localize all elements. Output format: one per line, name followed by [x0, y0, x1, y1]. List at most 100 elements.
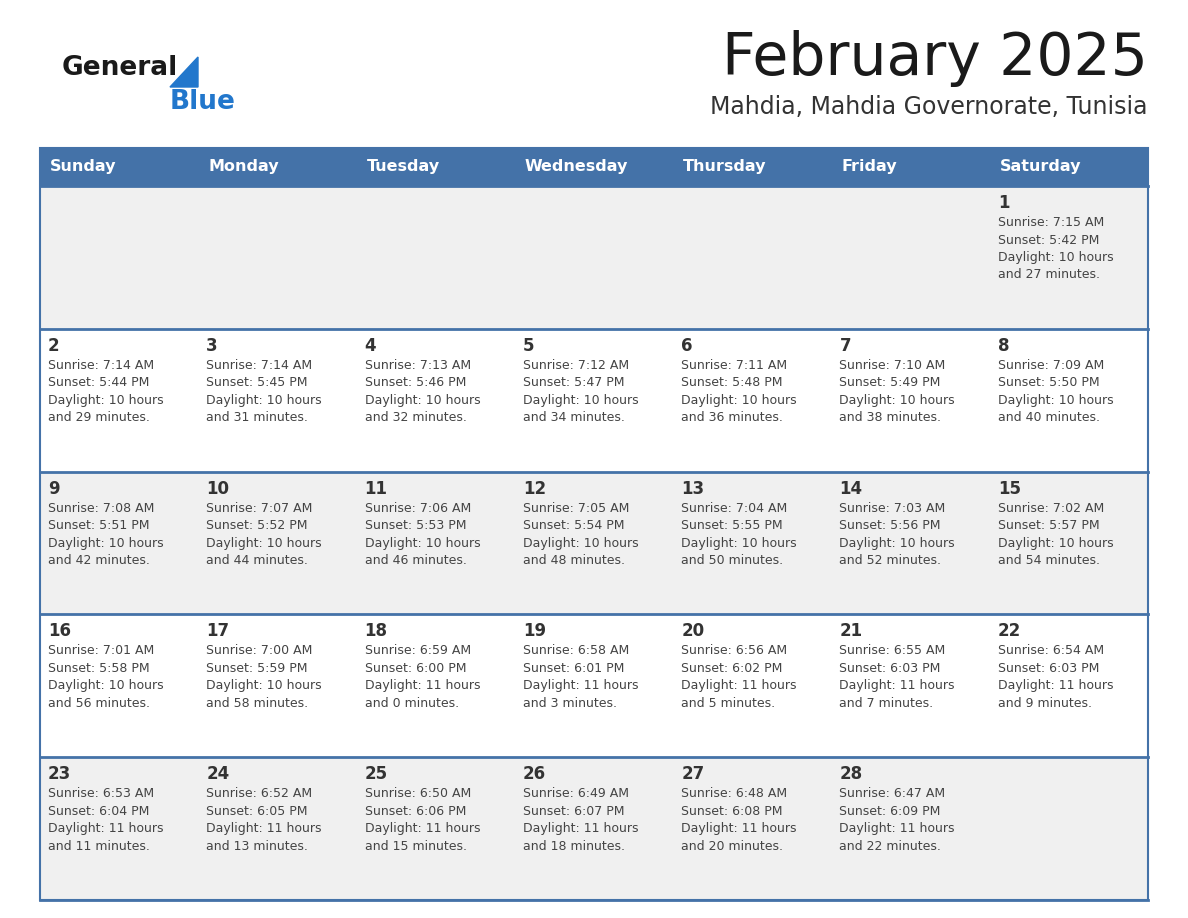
Text: Daylight: 10 hours: Daylight: 10 hours — [998, 394, 1113, 407]
Text: Daylight: 11 hours: Daylight: 11 hours — [840, 679, 955, 692]
Text: and 38 minutes.: and 38 minutes. — [840, 411, 941, 424]
Text: Daylight: 11 hours: Daylight: 11 hours — [523, 679, 638, 692]
Bar — [40, 757, 198, 900]
Text: Sunset: 5:49 PM: Sunset: 5:49 PM — [840, 376, 941, 389]
Text: Sunset: 5:58 PM: Sunset: 5:58 PM — [48, 662, 150, 675]
Text: 12: 12 — [523, 479, 546, 498]
Text: Daylight: 10 hours: Daylight: 10 hours — [523, 537, 638, 550]
Text: Sunrise: 6:59 AM: Sunrise: 6:59 AM — [365, 644, 470, 657]
Text: Daylight: 10 hours: Daylight: 10 hours — [998, 251, 1113, 264]
Text: and 40 minutes.: and 40 minutes. — [998, 411, 1100, 424]
Text: Sunrise: 6:49 AM: Sunrise: 6:49 AM — [523, 788, 628, 800]
Text: 23: 23 — [48, 766, 71, 783]
Text: 6: 6 — [681, 337, 693, 354]
Text: and 3 minutes.: and 3 minutes. — [523, 697, 617, 710]
Text: 17: 17 — [207, 622, 229, 641]
Text: 19: 19 — [523, 622, 546, 641]
Text: Sunrise: 6:47 AM: Sunrise: 6:47 AM — [840, 788, 946, 800]
Text: Daylight: 10 hours: Daylight: 10 hours — [365, 394, 480, 407]
Text: Daylight: 10 hours: Daylight: 10 hours — [523, 394, 638, 407]
Bar — [514, 614, 674, 757]
Text: and 42 minutes.: and 42 minutes. — [48, 554, 150, 567]
Text: Sunset: 6:03 PM: Sunset: 6:03 PM — [840, 662, 941, 675]
Text: Sunrise: 6:56 AM: Sunrise: 6:56 AM — [681, 644, 788, 657]
Bar — [40, 472, 198, 614]
Bar — [990, 472, 1148, 614]
Text: and 7 minutes.: and 7 minutes. — [840, 697, 934, 710]
Bar — [674, 186, 832, 329]
Bar — [198, 614, 356, 757]
Text: Sunday: Sunday — [50, 160, 116, 174]
Text: and 9 minutes.: and 9 minutes. — [998, 697, 1092, 710]
Text: Sunset: 5:50 PM: Sunset: 5:50 PM — [998, 376, 1099, 389]
Text: Sunset: 5:51 PM: Sunset: 5:51 PM — [48, 519, 150, 532]
Polygon shape — [170, 57, 198, 87]
Text: Sunrise: 7:09 AM: Sunrise: 7:09 AM — [998, 359, 1104, 372]
Text: Sunrise: 7:04 AM: Sunrise: 7:04 AM — [681, 501, 788, 515]
Bar — [356, 186, 514, 329]
Text: and 15 minutes.: and 15 minutes. — [365, 840, 467, 853]
Bar — [198, 329, 356, 472]
Text: Daylight: 10 hours: Daylight: 10 hours — [48, 537, 164, 550]
Text: Sunset: 6:04 PM: Sunset: 6:04 PM — [48, 805, 150, 818]
Text: Sunset: 5:57 PM: Sunset: 5:57 PM — [998, 519, 1099, 532]
Text: Sunset: 5:56 PM: Sunset: 5:56 PM — [840, 519, 941, 532]
Text: Sunrise: 7:03 AM: Sunrise: 7:03 AM — [840, 501, 946, 515]
Text: Daylight: 11 hours: Daylight: 11 hours — [365, 823, 480, 835]
Bar — [514, 329, 674, 472]
Text: Sunrise: 6:48 AM: Sunrise: 6:48 AM — [681, 788, 788, 800]
Text: Daylight: 11 hours: Daylight: 11 hours — [523, 823, 638, 835]
Text: Daylight: 10 hours: Daylight: 10 hours — [840, 537, 955, 550]
Bar — [198, 472, 356, 614]
Text: Sunrise: 7:14 AM: Sunrise: 7:14 AM — [48, 359, 154, 372]
Text: 20: 20 — [681, 622, 704, 641]
Text: and 27 minutes.: and 27 minutes. — [998, 268, 1100, 282]
Text: Sunset: 5:44 PM: Sunset: 5:44 PM — [48, 376, 150, 389]
Text: Sunset: 6:08 PM: Sunset: 6:08 PM — [681, 805, 783, 818]
Text: and 20 minutes.: and 20 minutes. — [681, 840, 783, 853]
Text: Monday: Monday — [208, 160, 279, 174]
Text: Sunset: 6:03 PM: Sunset: 6:03 PM — [998, 662, 1099, 675]
Text: Tuesday: Tuesday — [367, 160, 440, 174]
Text: Daylight: 11 hours: Daylight: 11 hours — [681, 823, 797, 835]
Text: Sunset: 5:42 PM: Sunset: 5:42 PM — [998, 233, 1099, 247]
Text: 15: 15 — [998, 479, 1020, 498]
Text: Blue: Blue — [170, 89, 236, 115]
Text: Sunset: 6:07 PM: Sunset: 6:07 PM — [523, 805, 625, 818]
Text: 16: 16 — [48, 622, 71, 641]
Text: and 48 minutes.: and 48 minutes. — [523, 554, 625, 567]
Text: and 56 minutes.: and 56 minutes. — [48, 697, 150, 710]
Text: Sunset: 5:53 PM: Sunset: 5:53 PM — [365, 519, 466, 532]
Text: Daylight: 11 hours: Daylight: 11 hours — [840, 823, 955, 835]
Text: 27: 27 — [681, 766, 704, 783]
Text: and 5 minutes.: and 5 minutes. — [681, 697, 776, 710]
Text: Sunset: 6:01 PM: Sunset: 6:01 PM — [523, 662, 624, 675]
Text: Sunrise: 6:54 AM: Sunrise: 6:54 AM — [998, 644, 1104, 657]
Text: and 31 minutes.: and 31 minutes. — [207, 411, 308, 424]
Text: 25: 25 — [365, 766, 387, 783]
Text: Sunset: 6:00 PM: Sunset: 6:00 PM — [365, 662, 466, 675]
Text: and 46 minutes.: and 46 minutes. — [365, 554, 467, 567]
Text: 3: 3 — [207, 337, 217, 354]
Text: and 50 minutes.: and 50 minutes. — [681, 554, 783, 567]
Text: 21: 21 — [840, 622, 862, 641]
Text: and 58 minutes.: and 58 minutes. — [207, 697, 309, 710]
Text: Sunrise: 7:07 AM: Sunrise: 7:07 AM — [207, 501, 312, 515]
Text: 11: 11 — [365, 479, 387, 498]
Text: 22: 22 — [998, 622, 1020, 641]
Text: Sunrise: 6:58 AM: Sunrise: 6:58 AM — [523, 644, 630, 657]
Bar — [356, 329, 514, 472]
Text: and 54 minutes.: and 54 minutes. — [998, 554, 1100, 567]
Text: Daylight: 11 hours: Daylight: 11 hours — [365, 679, 480, 692]
Text: 10: 10 — [207, 479, 229, 498]
Bar — [990, 614, 1148, 757]
Text: Daylight: 10 hours: Daylight: 10 hours — [48, 394, 164, 407]
Text: and 32 minutes.: and 32 minutes. — [365, 411, 467, 424]
Text: Sunrise: 6:53 AM: Sunrise: 6:53 AM — [48, 788, 154, 800]
Text: Wednesday: Wednesday — [525, 160, 628, 174]
Text: Daylight: 11 hours: Daylight: 11 hours — [681, 679, 797, 692]
Text: 1: 1 — [998, 194, 1010, 212]
Bar — [40, 148, 1148, 900]
Text: 14: 14 — [840, 479, 862, 498]
Text: Sunset: 5:59 PM: Sunset: 5:59 PM — [207, 662, 308, 675]
